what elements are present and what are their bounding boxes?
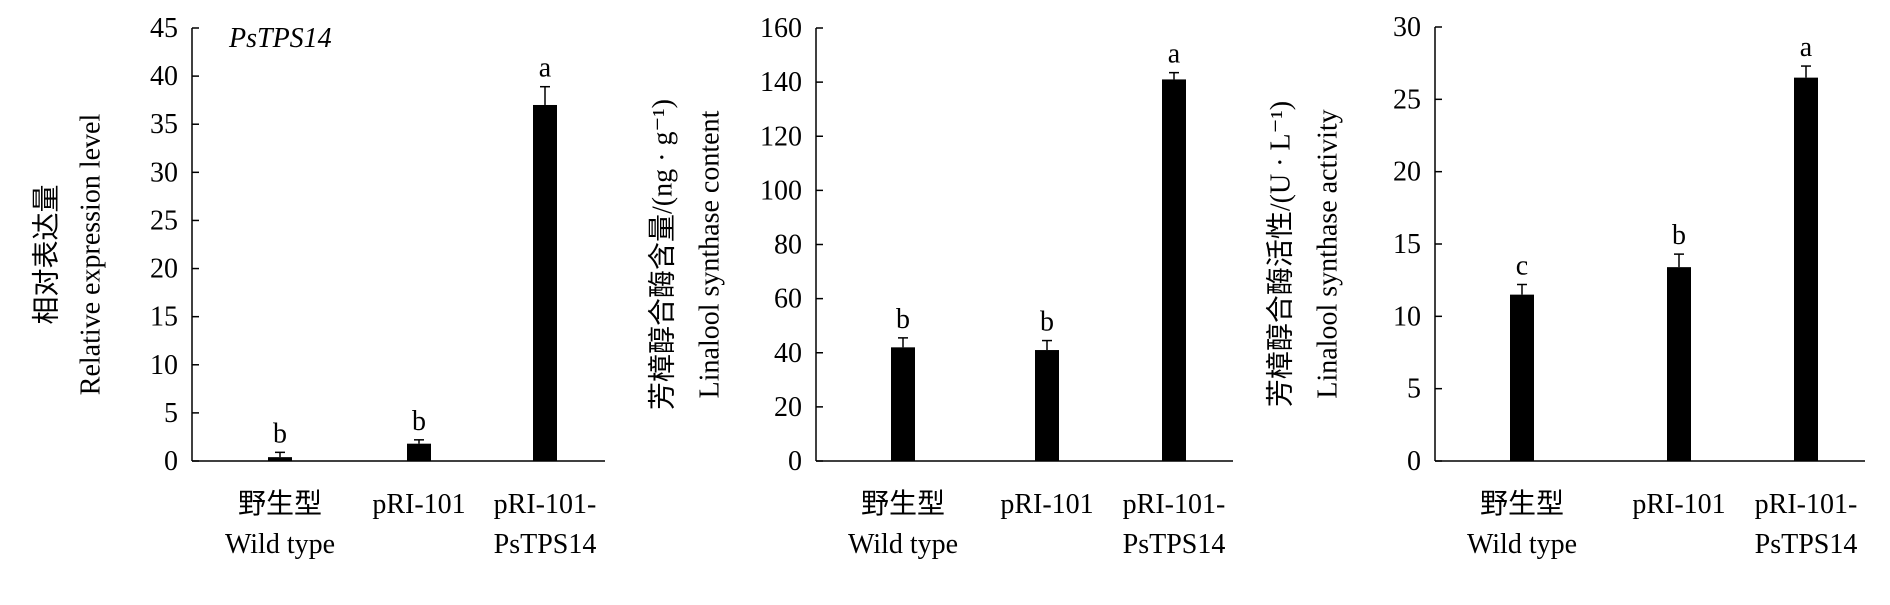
chart-1: 0 5 10 15 20 25 30 35 40 45 相对表达量 Relative expressi…	[30, 13, 605, 560]
y-axis-label: 相对表达量	[30, 184, 62, 324]
y-tick-label: 15	[1393, 229, 1421, 260]
significance-label: a	[1168, 39, 1181, 70]
x-tick-label: pRI-101-	[1755, 489, 1858, 520]
y-tick-label: 30	[1393, 12, 1421, 43]
y-tick-label: 5	[164, 398, 178, 429]
significance-label: a	[1800, 32, 1813, 63]
y-axis-label: 芳樟醇合酶含量/(ng · g⁻¹)	[646, 99, 678, 410]
y-axis-label: 芳樟醇合酶活性/(U · L⁻¹)	[1264, 101, 1296, 407]
x-tick-label: PsTPS14	[1755, 529, 1858, 560]
y-tick-label: 60	[774, 284, 802, 315]
significance-label: b	[412, 406, 426, 437]
y-tick-label: 0	[164, 446, 178, 477]
significance-label: c	[1516, 251, 1528, 282]
chart-2: 0 20 40 60 80 100 120 140 160 芳樟醇合酶含量/(ng · g⁻¹) L…	[646, 13, 1233, 560]
y-tick-label: 0	[1407, 446, 1421, 477]
x-tick-label: pRI-101-	[494, 489, 597, 520]
x-tick-label: pRI-101	[372, 489, 465, 520]
y-tick-label: 160	[760, 13, 802, 44]
y-tick-label: 5	[1407, 374, 1421, 405]
y-tick-label: 20	[150, 254, 178, 285]
bar	[1667, 267, 1691, 461]
significance-label: b	[896, 304, 910, 335]
x-tick-label: pRI-101	[1632, 489, 1725, 520]
significance-label: b	[1040, 307, 1054, 338]
y-tick-label: 20	[1393, 157, 1421, 188]
bar	[533, 104, 557, 461]
bar	[1510, 294, 1534, 461]
bar	[891, 347, 915, 461]
x-tick-label: Wild type	[1467, 529, 1577, 560]
y-tick-label: 15	[150, 302, 178, 333]
x-tick-label: pRI-101	[1000, 489, 1093, 520]
x-tick-label: 野生型	[861, 488, 945, 520]
y-tick-label: 40	[774, 338, 802, 369]
y-tick-label: 140	[760, 67, 802, 98]
x-tick-label: PsTPS14	[494, 529, 597, 560]
y-tick-label: 20	[774, 392, 802, 423]
significance-label: b	[273, 418, 287, 449]
chart-3: 0 5 10 15 20 25 30 芳樟醇合酶活性/(U · L⁻¹) Linalool sy…	[1264, 12, 1865, 560]
x-tick-label: Wild type	[848, 529, 958, 560]
bar	[1794, 77, 1818, 461]
x-tick-label: PsTPS14	[1123, 529, 1226, 560]
y-tick-label: 30	[150, 157, 178, 188]
bar	[268, 457, 292, 461]
y-axis-label: Relative expression level	[75, 114, 106, 396]
y-axis-label: Linalool synthase activity	[1312, 109, 1343, 398]
y-tick-label: 40	[150, 61, 178, 92]
y-tick-label: 25	[1393, 84, 1421, 115]
y-tick-label: 45	[150, 13, 178, 44]
significance-label: b	[1672, 220, 1686, 251]
y-tick-label: 100	[760, 175, 802, 206]
y-tick-label: 25	[150, 205, 178, 236]
y-tick-label: 120	[760, 121, 802, 152]
y-tick-label: 10	[150, 350, 178, 381]
significance-label: a	[539, 53, 552, 84]
x-tick-label: Wild type	[225, 529, 335, 560]
y-tick-label: 0	[788, 446, 802, 477]
bar	[1162, 79, 1186, 461]
x-tick-label: pRI-101-	[1123, 489, 1226, 520]
y-axis-label: Linalool synthase content	[694, 110, 725, 398]
x-tick-label: 野生型	[1480, 488, 1564, 520]
x-tick-label: 野生型	[238, 488, 322, 520]
bar	[407, 443, 431, 461]
y-tick-label: 35	[150, 109, 178, 140]
chart-title: PsTPS14	[228, 23, 332, 54]
y-tick-label: 10	[1393, 301, 1421, 332]
bar	[1035, 350, 1059, 461]
y-tick-label: 80	[774, 230, 802, 261]
